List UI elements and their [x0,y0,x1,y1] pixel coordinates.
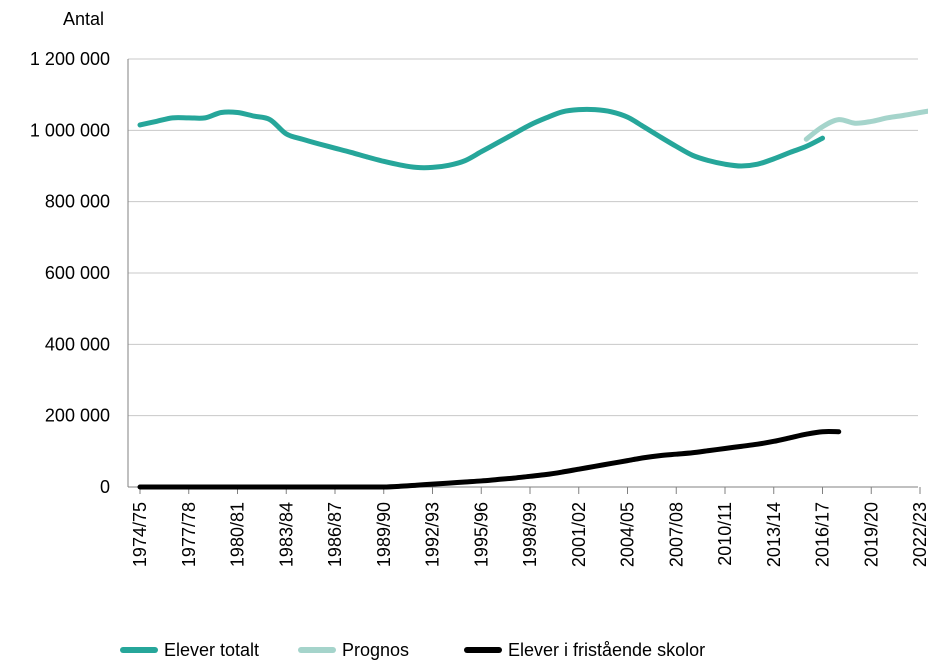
legend-label-3: Elever i fristående skolor [508,640,705,660]
x-tick-label: 2001/02 [569,502,589,567]
y-tick-label: 1 000 000 [30,120,110,140]
legend: Elever totalt Prognos Elever i fristående … [120,640,705,660]
y-tick-label: 0 [100,477,110,497]
series-line-3 [137,429,842,490]
y-tick-label: 800 000 [45,192,110,212]
y-tick-label: 200 000 [45,406,110,426]
tick-labels: 0 200 000 400 000 600 000 800 000 1 000 000 1 … [30,9,928,567]
x-tick-label: 1980/81 [228,502,248,567]
x-tick-label: 1989/90 [374,502,394,567]
x-tick-label: 1977/78 [179,502,199,567]
x-tick-label: 1998/99 [520,502,540,567]
x-tick-label: 1974/75 [130,502,150,567]
x-tick-label: 2007/08 [666,502,686,567]
x-tick-label: 2016/17 [813,502,833,567]
x-tick-label: 1992/93 [423,502,443,567]
axes [127,59,921,494]
x-tick-label: 2019/20 [861,502,881,567]
x-tick-label: 1986/87 [325,502,345,567]
legend-label-1: Elever totalt [164,640,259,660]
x-tick-label: 2004/05 [618,502,638,567]
x-tick-label: 2010/11 [715,502,735,566]
y-axis-title: Antal [63,9,104,29]
x-tick-label: 1995/96 [471,502,491,567]
y-tick-label: 600 000 [45,263,110,283]
x-tick-label: 1983/84 [276,502,296,567]
y-tick-label: 1 200 000 [30,49,110,69]
x-tick-label: 2022/23 [910,502,928,567]
series-line-1 [137,106,825,171]
legend-label-2: Prognos [342,640,409,660]
y-tick-label: 400 000 [45,334,110,354]
series-lines [137,106,928,490]
x-tick-label: 2013/14 [764,502,784,567]
series-line-2 [803,108,928,142]
